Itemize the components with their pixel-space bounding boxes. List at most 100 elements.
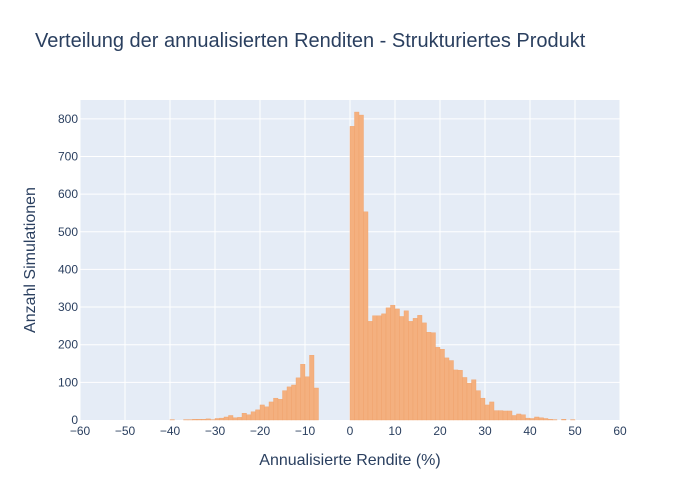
histogram-bar: [255, 409, 261, 421]
histogram-bar: [421, 322, 427, 421]
histogram-bar: [493, 410, 499, 421]
histogram-bar: [372, 315, 378, 421]
histogram-bar: [219, 417, 225, 421]
histogram-bar: [376, 315, 382, 421]
histogram-bar: [309, 355, 315, 421]
histogram-bar: [534, 416, 540, 421]
histogram-bar: [426, 332, 432, 421]
histogram-bar: [286, 386, 292, 421]
histogram-bar: [471, 379, 477, 421]
histogram-bar: [282, 390, 288, 421]
x-tick-label: −10: [295, 424, 316, 438]
histogram-bar: [543, 418, 549, 421]
histogram-bar: [489, 401, 495, 421]
histogram-bar: [214, 418, 220, 421]
y-tick-label: 300: [58, 300, 78, 314]
x-tick-label: −60: [70, 424, 91, 438]
histogram-bar: [412, 318, 418, 421]
y-tick-label: 600: [58, 187, 78, 201]
histogram-bar: [358, 114, 364, 421]
histogram-bar: [390, 304, 396, 421]
y-tick-label: 200: [58, 338, 78, 352]
histogram-bar: [241, 413, 247, 421]
x-tick-label: 10: [388, 424, 402, 438]
histogram-bar: [273, 397, 279, 421]
histogram-bar: [408, 321, 414, 421]
histogram-bar: [417, 315, 423, 421]
x-tick-label: −50: [115, 424, 136, 438]
x-tick-label: −40: [160, 424, 181, 438]
y-tick-label: 0: [71, 413, 78, 427]
histogram-bar: [295, 377, 301, 421]
histogram-bar: [453, 369, 459, 421]
histogram-bar: [237, 417, 243, 421]
histogram-bar: [394, 308, 400, 421]
histogram-bar: [529, 418, 535, 421]
x-tick-label: 20: [433, 424, 447, 438]
histogram-bar: [403, 310, 409, 421]
histogram-bar: [525, 417, 531, 421]
histogram-bar: [547, 419, 553, 421]
y-tick-label: 800: [58, 112, 78, 126]
histogram-bar: [448, 360, 454, 421]
y-tick-label: 400: [58, 262, 78, 276]
histogram-bar: [466, 382, 472, 421]
y-tick-label: 500: [58, 225, 78, 239]
histogram-bar: [538, 417, 544, 421]
histogram-bar: [399, 316, 405, 421]
histogram-bar: [313, 387, 319, 421]
histogram-bar: [520, 414, 526, 421]
histogram-bar: [480, 397, 486, 421]
histogram-bar: [516, 413, 522, 421]
histogram-bar: [205, 418, 211, 421]
x-tick-label: 60: [613, 424, 627, 438]
histogram-bar: [435, 347, 441, 421]
histogram-bar: [232, 417, 238, 421]
y-axis-title: Anzahl Simulationen: [22, 187, 39, 333]
histogram-bar: [196, 419, 202, 421]
histogram-bar: [354, 111, 360, 421]
histogram-bar: [381, 313, 387, 421]
histogram-bar: [363, 211, 369, 421]
histogram-bar: [507, 410, 513, 421]
histogram-bar: [246, 414, 252, 421]
y-tick-label: 100: [58, 375, 78, 389]
x-tick-label: 0: [347, 424, 354, 438]
chart-title: Verteilung der annualisierten Renditen -…: [35, 30, 586, 52]
histogram-bar: [277, 399, 283, 421]
histogram-bar: [475, 390, 481, 421]
histogram-bar: [462, 377, 468, 421]
histogram-bar: [223, 416, 229, 421]
histogram-bar: [457, 370, 463, 421]
histogram-bar: [385, 307, 391, 421]
x-tick-label: 40: [523, 424, 537, 438]
histogram-bar: [228, 415, 234, 421]
x-axis-ticks: −60 −50 −40 −30 −20 −10 0 10 20 30 40 50 60: [70, 424, 627, 438]
histogram-bar: [300, 364, 306, 421]
histogram-bar: [201, 419, 207, 421]
x-axis-title: Annualisierte Rendite (%): [259, 452, 440, 469]
histogram-bar: [444, 357, 450, 421]
histogram-bar: [250, 411, 256, 421]
x-tick-label: −30: [205, 424, 226, 438]
histogram-bar: [304, 376, 310, 421]
histogram-bar: [561, 419, 567, 421]
histogram-bar: [511, 415, 517, 421]
histogram-bar: [259, 404, 265, 421]
y-tick-label: 700: [58, 149, 78, 163]
x-tick-label: −20: [250, 424, 271, 438]
x-tick-label: 50: [568, 424, 582, 438]
histogram-bar: [484, 404, 490, 421]
histogram-bar: [192, 419, 198, 421]
y-axis-ticks: 0 100 200 300 400 500 600 700 800: [58, 112, 78, 427]
histogram-bar: [439, 349, 445, 421]
x-tick-label: 30: [478, 424, 492, 438]
histogram-bar: [502, 410, 508, 421]
histogram-bar: [268, 401, 274, 421]
histogram-bar: [349, 126, 355, 421]
histogram-bar: [367, 321, 373, 421]
histogram-bar: [498, 410, 504, 421]
histogram-bar: [430, 332, 436, 421]
histogram-bars: [169, 111, 576, 421]
